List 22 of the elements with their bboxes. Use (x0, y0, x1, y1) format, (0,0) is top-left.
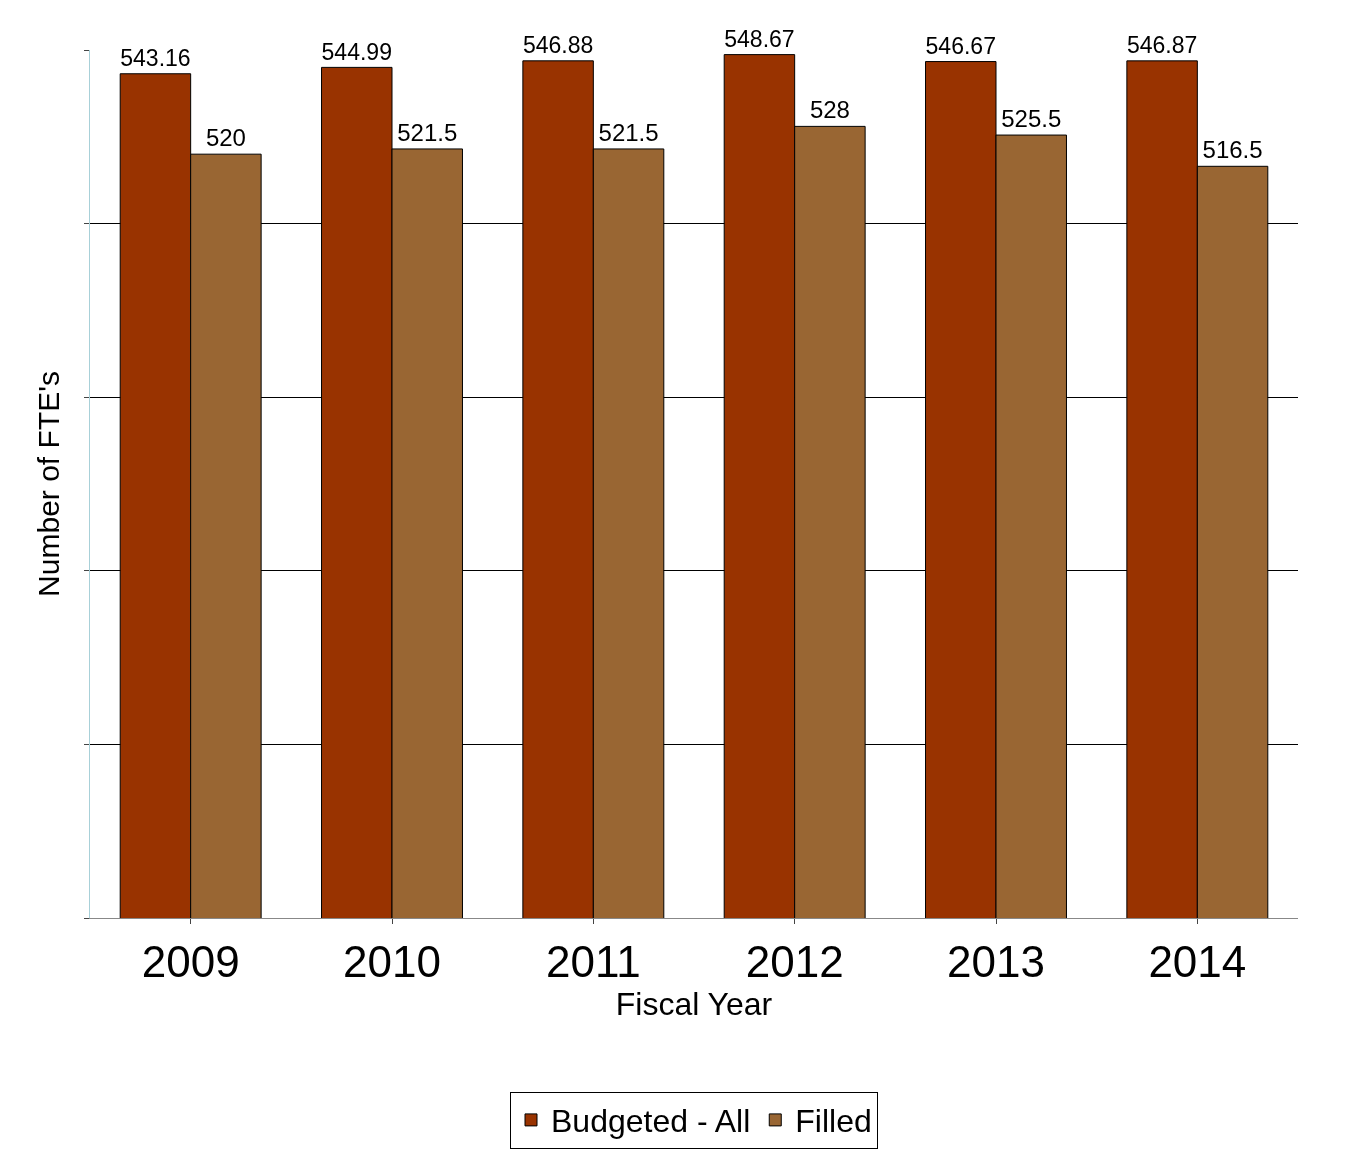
x-axis-title: Fiscal Year (615, 985, 773, 1022)
x-tick-label: 2009 (141, 936, 240, 986)
data-label: 516.5 (1202, 136, 1263, 164)
data-label: 546.88 (522, 32, 594, 59)
data-label: 525.5 (1001, 105, 1062, 133)
x-tick-label: 2011 (546, 936, 641, 986)
x-tick-label: 2012 (745, 936, 844, 986)
data-label: 528 (809, 96, 850, 124)
data-label: 521.5 (598, 118, 659, 146)
x-tick-label: 2010 (343, 936, 441, 986)
data-label: 521.5 (397, 118, 458, 146)
y-axis-title: Number of FTE's (32, 371, 65, 597)
legend-label: Budgeted - All (551, 1103, 751, 1140)
data-label: 544.99 (321, 38, 392, 65)
data-label: 546.87 (1126, 32, 1198, 59)
x-tick-label: 2014 (1148, 936, 1247, 986)
legend-label: Filled (795, 1103, 872, 1140)
data-label: 546.67 (925, 32, 996, 59)
data-label: 543.16 (120, 44, 191, 71)
x-tick-label: 2013 (947, 936, 1045, 986)
data-label: 548.67 (724, 25, 795, 52)
data-label: 520 (205, 124, 246, 152)
